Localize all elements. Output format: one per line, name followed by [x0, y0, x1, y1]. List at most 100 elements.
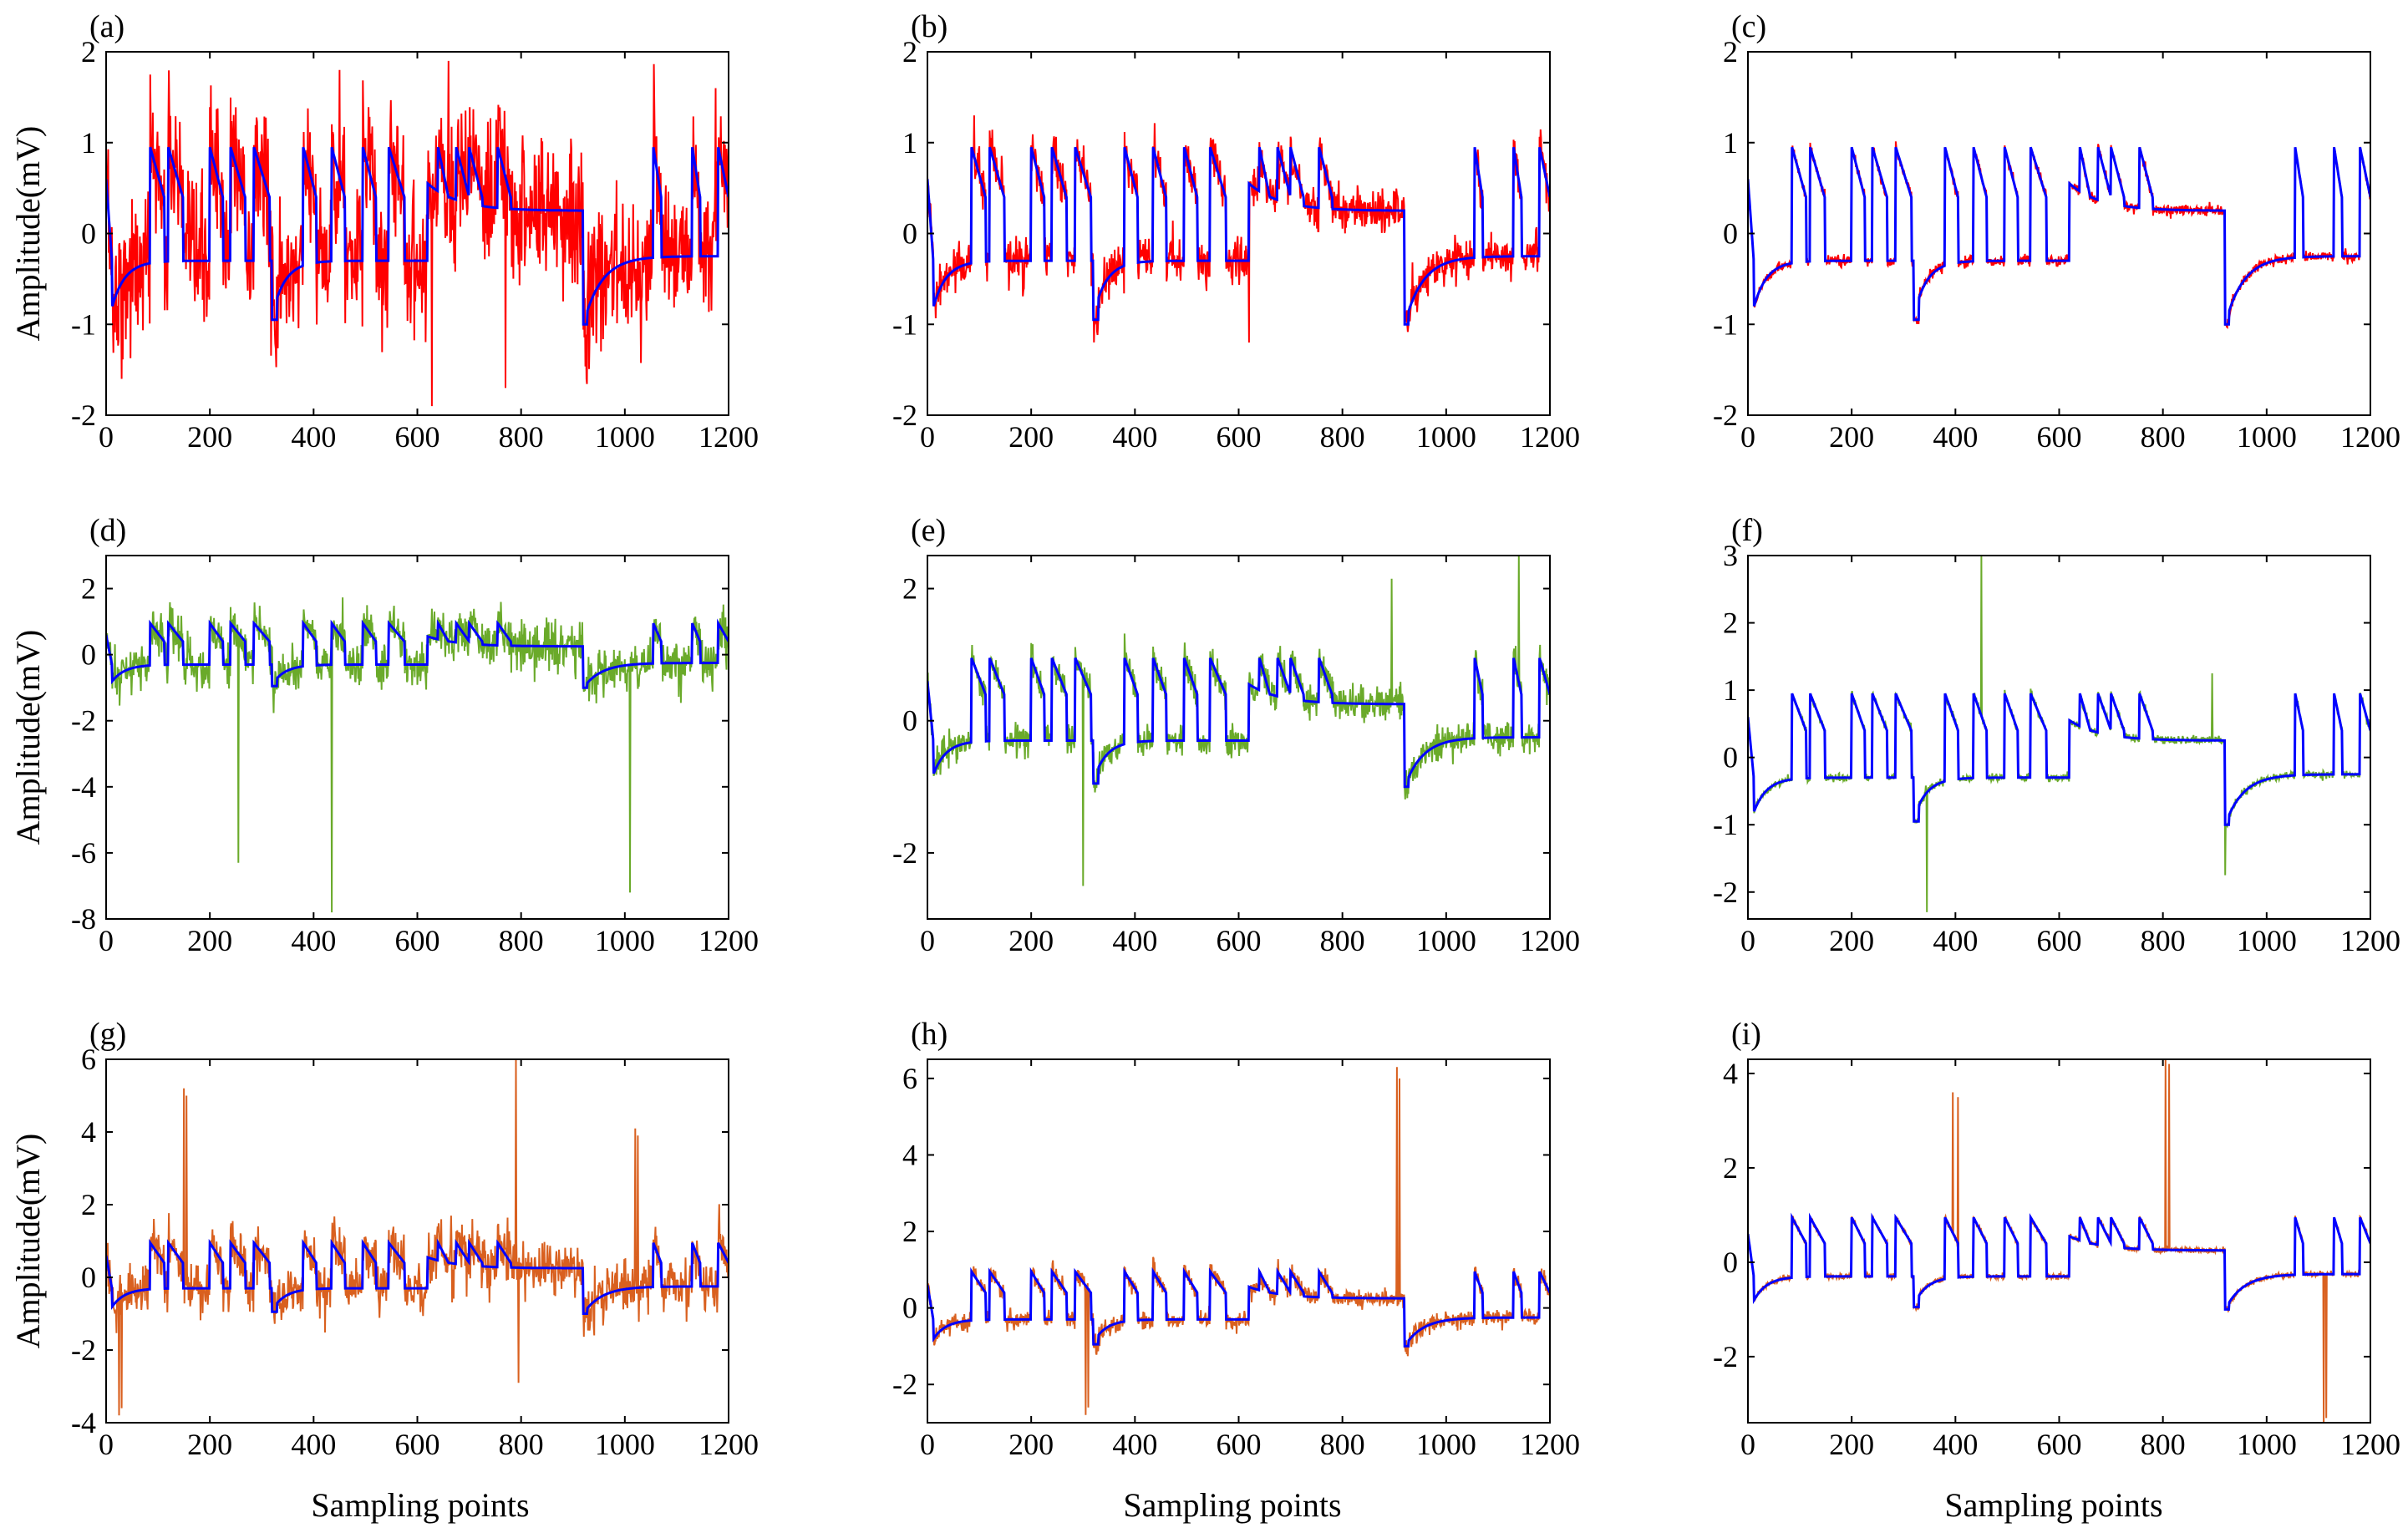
x-tick-label: 0 [1740, 924, 1755, 957]
y-tick-label: -2 [892, 398, 917, 432]
x-tick-label: 600 [1217, 1428, 1262, 1461]
y-tick-label: -4 [71, 770, 96, 804]
y-tick-label: 2 [902, 1215, 917, 1248]
panel-label: (e) [911, 513, 946, 548]
series-noisy-signal [927, 556, 1550, 886]
xlabel-col2: Sampling points [1123, 1486, 1341, 1524]
series-noisy-signal [106, 60, 729, 407]
panel-label: (c) [1731, 9, 1766, 44]
y-tick-label: -2 [892, 1368, 917, 1401]
x-tick-label: 800 [2141, 924, 2186, 957]
x-tick-label: 600 [395, 420, 440, 454]
y-tick-label: 4 [81, 1115, 96, 1149]
y-tick-label: 0 [1723, 1246, 1738, 1279]
series-noisy-signal [927, 1067, 1550, 1415]
x-tick-label: 800 [499, 924, 544, 957]
xlabel-col1: Sampling points [311, 1486, 529, 1524]
y-tick-label: 0 [81, 217, 96, 251]
series-noisy-signal [1748, 556, 2370, 912]
x-tick-label: 0 [99, 924, 114, 957]
panel-label: (b) [911, 9, 947, 44]
x-tick-label: 1200 [699, 924, 759, 957]
x-tick-label: 1000 [2237, 420, 2297, 454]
axes-frame [1747, 1058, 2371, 1424]
x-tick-label: 800 [1320, 1428, 1365, 1461]
x-tick-label: 0 [920, 1428, 935, 1461]
x-tick-label: 200 [187, 1428, 232, 1461]
x-tick-label: 200 [1008, 1428, 1054, 1461]
axes-frame [927, 1058, 1551, 1424]
x-tick-label: 1200 [699, 420, 759, 454]
y-tick-label: 1 [1723, 126, 1738, 160]
x-tick-label: 1200 [2340, 420, 2400, 454]
x-tick-label: 200 [1008, 924, 1054, 957]
series-reference-signal [1748, 146, 2370, 326]
series-noisy-signal [106, 1059, 729, 1416]
panel-i: 0 200 400 600 800 1000 1200 -2 0 2 4 (i) [1713, 1017, 2400, 1461]
panel-b: 0 200 400 600 800 1000 1200 -2 -1 0 1 2(b) [892, 9, 1580, 454]
x-tick-label: 0 [99, 1428, 114, 1461]
y-tick-label: 3 [1723, 539, 1738, 572]
panel-label: (d) [89, 513, 126, 548]
x-tick-label: 200 [1829, 924, 1874, 957]
x-tick-label: 0 [1740, 420, 1755, 454]
panel-label: (h) [911, 1017, 947, 1052]
y-tick-label: -2 [1713, 398, 1738, 432]
y-axis-title: Amplitude(mV) [9, 126, 47, 342]
x-tick-label: 400 [1933, 924, 1978, 957]
y-tick-label: 4 [1723, 1057, 1738, 1090]
y-tick-label: -8 [71, 902, 96, 936]
x-tick-label: 800 [2141, 1428, 2186, 1461]
x-tick-label: 200 [187, 420, 232, 454]
x-tick-label: 1000 [2237, 924, 2297, 957]
y-tick-label: 2 [1723, 607, 1738, 640]
series-reference-signal [1748, 693, 2370, 826]
x-tick-label: 1200 [2340, 924, 2400, 957]
x-tick-label: 200 [1829, 420, 1874, 454]
y-tick-label: 6 [902, 1062, 917, 1095]
y-tick-label: 1 [81, 126, 96, 160]
x-tick-label: 1000 [1416, 1428, 1476, 1461]
y-tick-label: -2 [71, 1333, 96, 1367]
y-tick-label: -2 [71, 398, 96, 432]
y-tick-label: 4 [902, 1138, 917, 1171]
series-noisy-signal [927, 115, 1550, 343]
x-tick-label: 600 [2037, 1428, 2082, 1461]
y-tick-label: 2 [1723, 1151, 1738, 1185]
y-tick-label: -2 [71, 704, 96, 738]
y-tick-label: -1 [1713, 307, 1738, 341]
x-tick-label: 1000 [1416, 924, 1476, 957]
y-tick-label: -2 [1713, 1340, 1738, 1373]
panel-f: 0 200 400 600 800 1000 1200 -2 -1 0 1 2 3(f) [1713, 513, 2400, 957]
panel-label: (a) [89, 9, 124, 44]
y-tick-label: 2 [81, 572, 96, 606]
x-tick-label: 1200 [1520, 420, 1580, 454]
x-tick-label: 1200 [2340, 1428, 2400, 1461]
x-tick-label: 600 [1217, 420, 1262, 454]
x-tick-label: 1200 [699, 1428, 759, 1461]
x-tick-label: 800 [2141, 420, 2186, 454]
x-tick-label: 0 [920, 924, 935, 957]
x-tick-label: 600 [395, 924, 440, 957]
y-tick-label: 0 [902, 1292, 917, 1325]
y-tick-label: -1 [892, 307, 917, 341]
series-reference-signal [927, 146, 1550, 326]
series-noisy-signal [1748, 1059, 2370, 1423]
x-tick-label: 400 [1112, 420, 1157, 454]
y-tick-label: -2 [892, 836, 917, 870]
y-tick-label: 0 [1723, 217, 1738, 251]
x-tick-label: 400 [1933, 420, 1978, 454]
y-tick-label: 6 [81, 1043, 96, 1076]
x-tick-label: 400 [291, 924, 336, 957]
axes-frame [105, 555, 729, 920]
x-tick-label: 600 [395, 1428, 440, 1461]
axes-frame [927, 51, 1551, 416]
series-reference-signal [106, 146, 729, 326]
y-tick-label: 1 [902, 126, 917, 160]
x-tick-label: 400 [1112, 924, 1157, 957]
panel-e: 0 200 400 600 800 1000 1200 -2 0 2 (e) [892, 513, 1580, 957]
x-tick-label: 0 [920, 420, 935, 454]
y-tick-label: 2 [902, 572, 917, 606]
